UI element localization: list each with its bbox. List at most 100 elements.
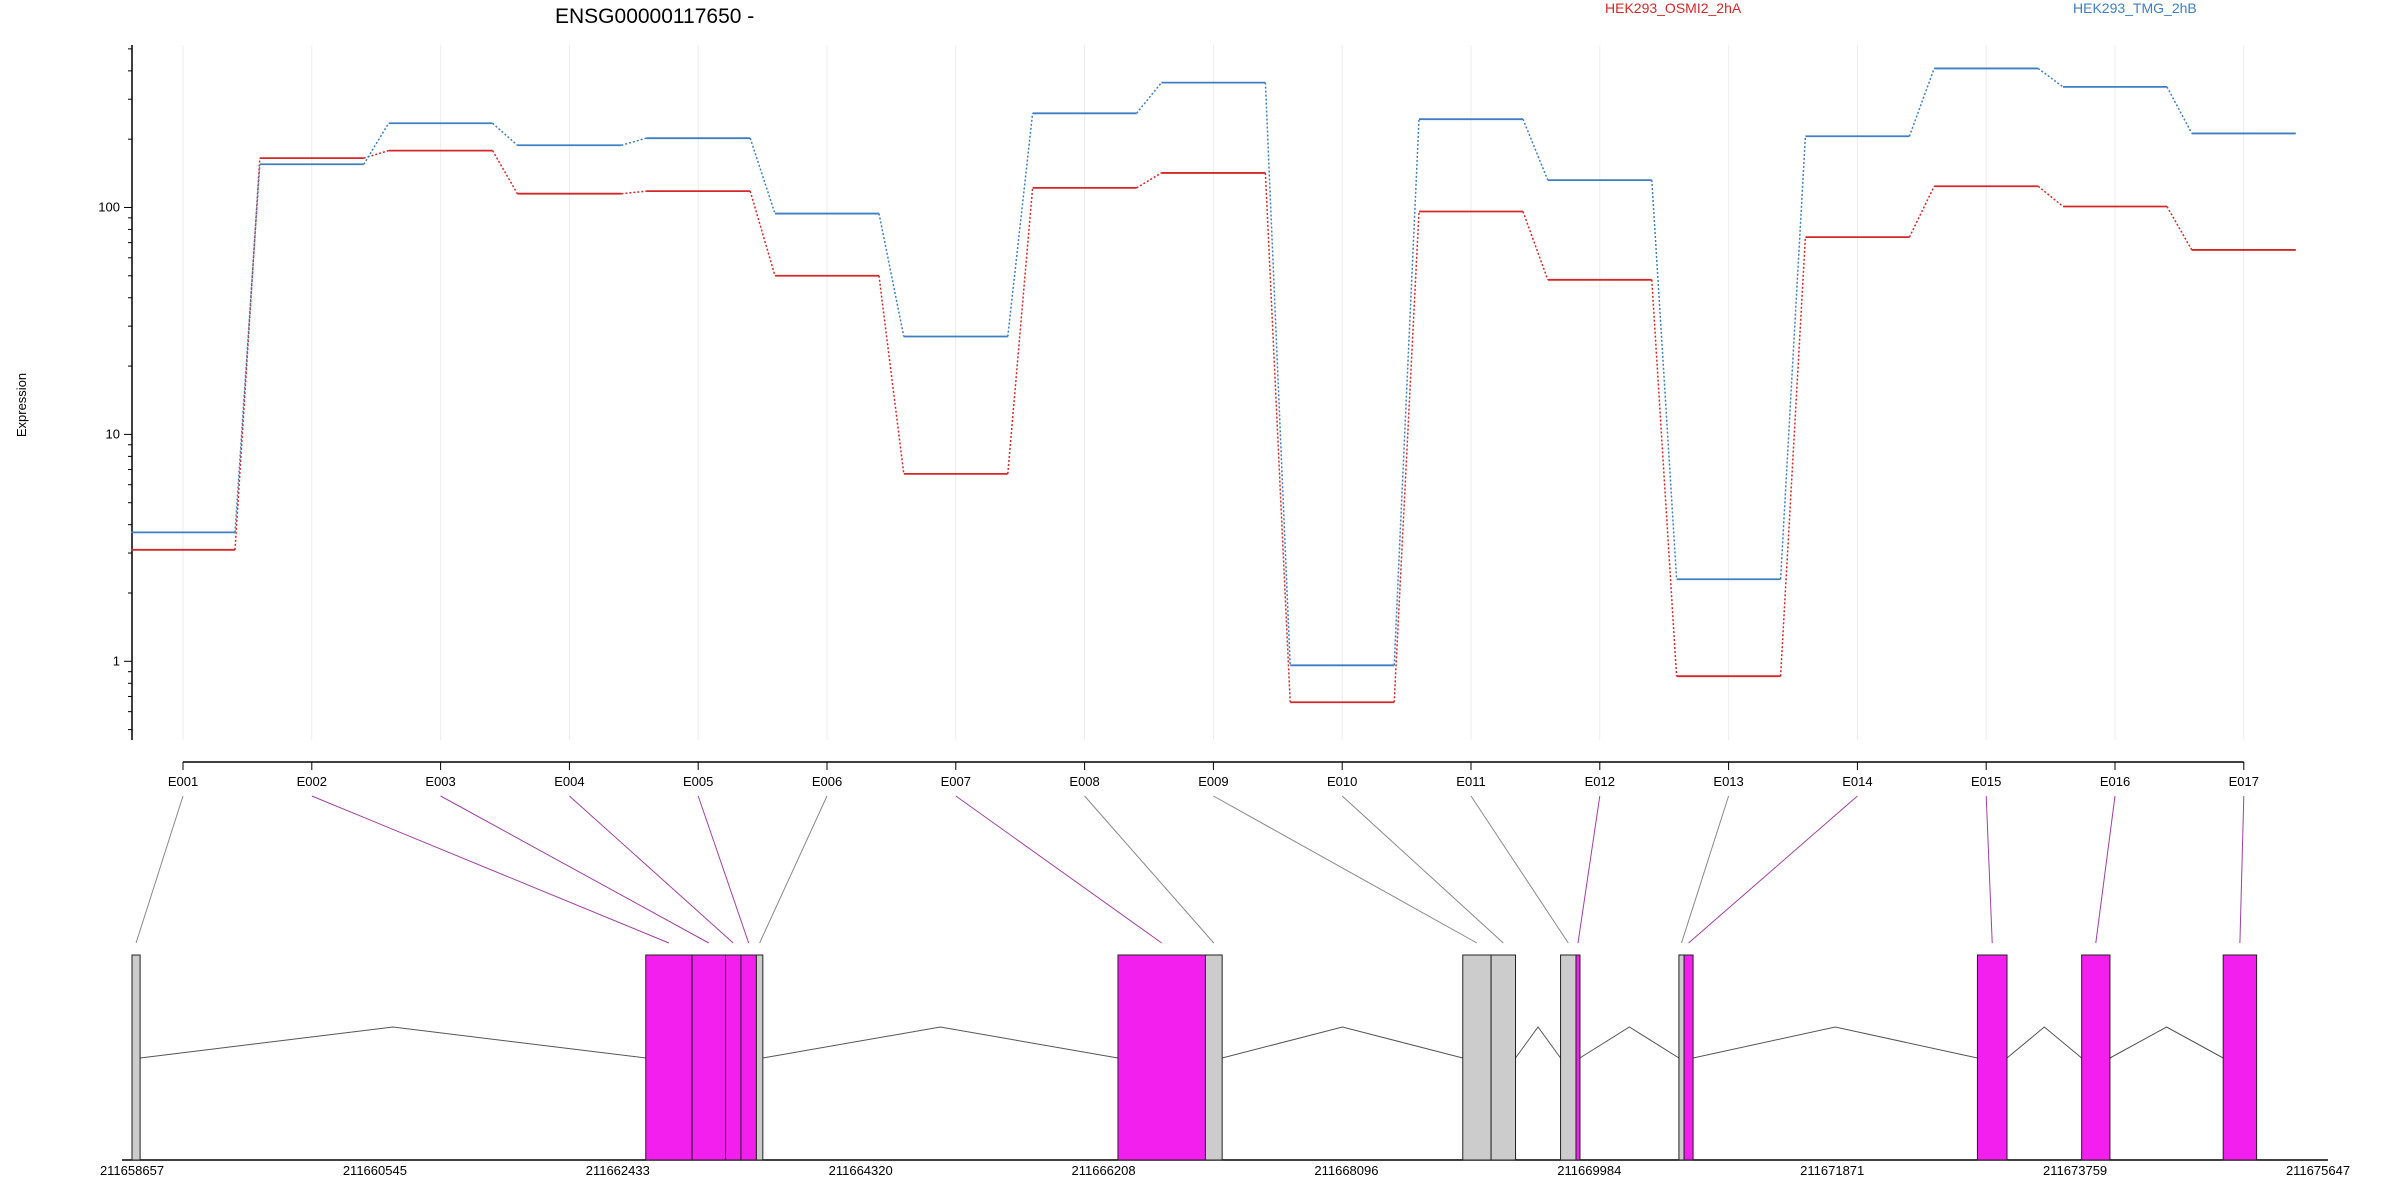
- series-2-transition: [1522, 118, 1549, 181]
- exon-block-e003: [691, 954, 727, 1161]
- intron-line: [2109, 1026, 2224, 1059]
- series-1-transition: [2166, 206, 2193, 251]
- exon-connector-e010: [1341, 795, 1504, 944]
- x-tick-label-e013: E013: [1713, 774, 1743, 789]
- x-tick-label-e007: E007: [941, 774, 971, 789]
- gene-model-layer: 211658657 211660545 211662433 211664320 2116…: [100, 954, 2350, 1178]
- series-1-transition: [1908, 185, 1935, 238]
- grid-layer: [182, 45, 2245, 740]
- series-2-transition: [621, 137, 647, 146]
- exon-connector-e002: [311, 795, 670, 944]
- exon-block-e005: [740, 954, 757, 1161]
- intron-line: [1515, 1026, 1561, 1059]
- exon-block-e004: [725, 954, 742, 1161]
- x-tick-label-e011: E011: [1456, 774, 1485, 789]
- exon-connector-e013: [1681, 795, 1730, 944]
- series-1: [131, 149, 2296, 704]
- series-2: [131, 67, 2296, 667]
- series-2-transition: [1779, 136, 1807, 580]
- legend-entry-series-1: HEK293_OSMI2_2hA: [1605, 0, 1742, 16]
- exon-connector-e011: [1470, 795, 1569, 944]
- series-1-transition: [621, 190, 647, 195]
- series-2-transition: [1264, 82, 1291, 666]
- x-tick-label-e014: E014: [1842, 774, 1872, 789]
- series-1-transition: [491, 150, 519, 195]
- exon-block-e006: [755, 954, 764, 1161]
- y-tick-label: 100: [98, 199, 120, 214]
- series-2-transition: [1007, 113, 1034, 337]
- legend-entry-series-2: HEK293_TMG_2hB: [2073, 0, 2197, 16]
- exon-block-e001: [131, 954, 141, 1161]
- series-2-transition: [363, 122, 390, 165]
- x-tick-label-e005: E005: [683, 774, 713, 789]
- y-tick-label: 1: [113, 653, 120, 668]
- exon-connector-e009: [1213, 795, 1478, 944]
- genomic-coordinate-label: 211660545: [343, 1163, 407, 1178]
- exon-connector-e017: [2239, 795, 2245, 944]
- exon-connector-e005: [697, 795, 750, 944]
- y-tick-label: 10: [106, 426, 120, 441]
- x-tick-label-e012: E012: [1585, 774, 1615, 789]
- exon-connector-layer: [135, 795, 2245, 944]
- x-tick-label-e009: E009: [1198, 774, 1228, 789]
- y-axis-label: Expression: [14, 373, 29, 437]
- series-1-transition: [1651, 279, 1678, 677]
- series-2-transition: [234, 164, 261, 533]
- exon-connector-e014: [1688, 795, 1858, 944]
- exon-block-e009: [1462, 954, 1492, 1161]
- series-1-transition: [1779, 237, 1807, 677]
- series-1-transition: [1522, 211, 1549, 281]
- series-2-transition: [1651, 180, 1678, 580]
- series-1-transition: [749, 190, 776, 276]
- series-1-transition: [1393, 211, 1420, 703]
- x-tick-label-e016: E016: [2100, 774, 2130, 789]
- x-tick-label-e002: E002: [297, 774, 327, 789]
- exon-block-e015: [1976, 954, 2008, 1161]
- exon-block-e011: [1560, 954, 1577, 1161]
- genomic-coordinate-label: 211668096: [1314, 1163, 1378, 1178]
- exon-block-e014: [1683, 954, 1694, 1161]
- exon-connector-e001: [135, 795, 184, 944]
- intron-line: [1222, 1026, 1463, 1059]
- exon-block-e010: [1490, 954, 1517, 1161]
- intron-line: [2006, 1026, 2082, 1059]
- genomic-coordinate-label: 211671871: [1800, 1163, 1864, 1178]
- exon-block-e013: [1678, 954, 1685, 1161]
- genomic-coordinate-label: 211658657: [100, 1163, 164, 1178]
- exon-connector-e004: [569, 795, 734, 944]
- exon-block-e002: [645, 954, 693, 1161]
- series-layer: [131, 67, 2296, 704]
- genomic-coordinate-label: 211662433: [586, 1163, 650, 1178]
- exon-connector-e003: [440, 795, 710, 944]
- exon-block-e007: [1117, 954, 1206, 1161]
- x-tick-label-e006: E006: [812, 774, 842, 789]
- series-2-transition: [2037, 67, 2064, 88]
- intron-line: [140, 1026, 646, 1059]
- series-1-transition: [878, 275, 905, 474]
- series-1-transition: [1007, 187, 1034, 474]
- exon-block-e008: [1204, 954, 1223, 1161]
- genomic-coordinate-label: 211673759: [2043, 1163, 2107, 1178]
- chart-title: ENSG00000117650 -: [555, 5, 754, 28]
- intron-line: [762, 1026, 1119, 1059]
- x-tick-label-e008: E008: [1069, 774, 1099, 789]
- genomic-coordinate-label: 211664320: [829, 1163, 893, 1178]
- genomic-coordinate-label: 211666208: [1072, 1163, 1136, 1178]
- x-tick-label-e003: E003: [425, 774, 455, 789]
- exon-connector-e007: [955, 795, 1162, 944]
- genomic-coordinate-label: 211669984: [1557, 1163, 1621, 1178]
- series-2-transition: [1393, 119, 1420, 666]
- exon-connector-e016: [2095, 795, 2116, 944]
- exon-connector-e012: [1577, 795, 1601, 944]
- exon-block-e016: [2081, 954, 2111, 1161]
- x-tick-label-e015: E015: [1971, 774, 2001, 789]
- series-2-transition: [2166, 86, 2193, 134]
- intron-line: [1692, 1026, 1978, 1059]
- series-1-transition: [2037, 185, 2064, 208]
- x-tick-label-e001: E001: [168, 774, 198, 789]
- x-tick-label-e004: E004: [554, 774, 584, 789]
- series-1-transition: [1264, 172, 1291, 703]
- series-2-transition: [492, 122, 518, 146]
- intron-line: [1579, 1026, 1680, 1059]
